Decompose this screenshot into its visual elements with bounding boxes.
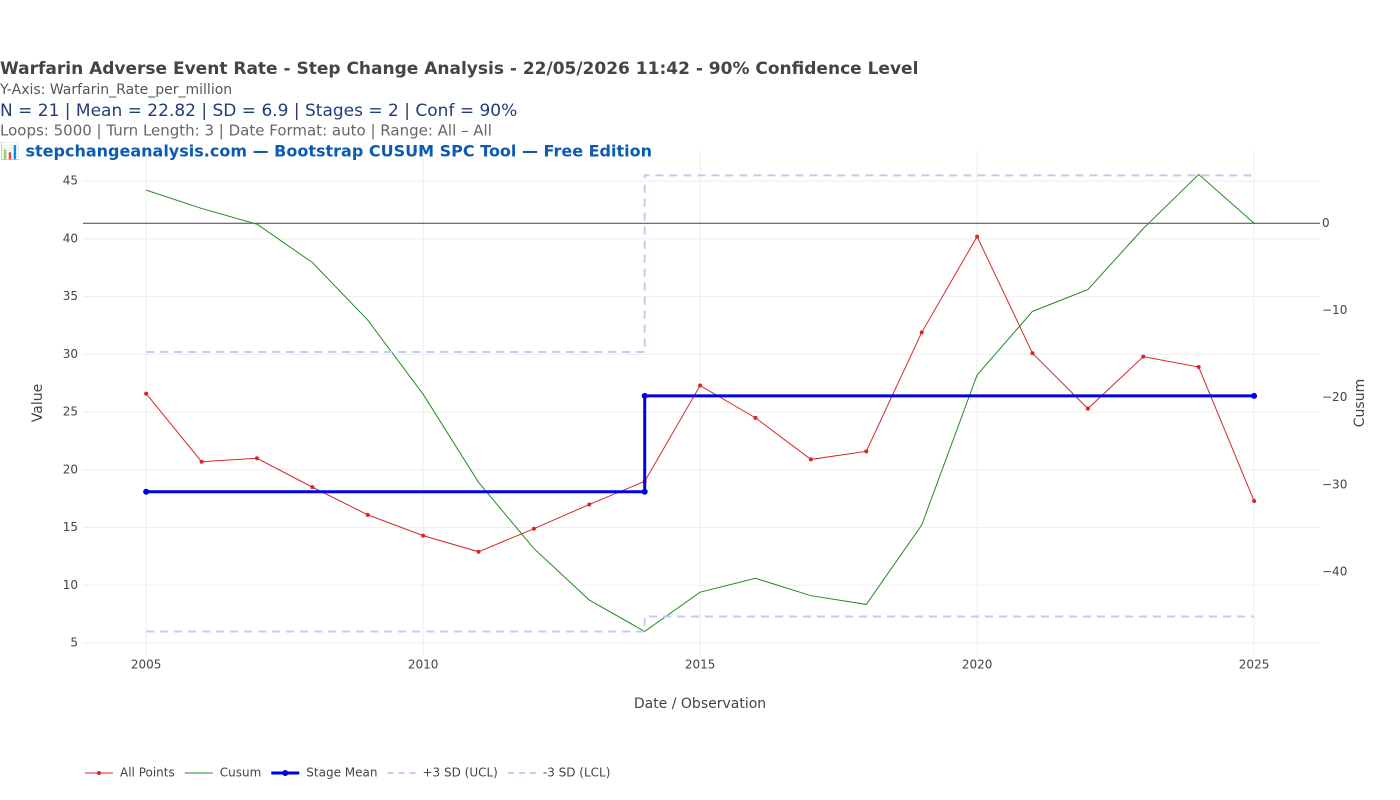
y2-tick-label: 0	[1322, 216, 1330, 230]
point	[531, 526, 536, 531]
point	[1252, 498, 1257, 503]
y-tick-label: 5	[70, 635, 78, 649]
point	[143, 488, 150, 495]
point	[1251, 392, 1258, 399]
point	[365, 512, 370, 517]
point	[254, 456, 259, 461]
y-tick-label: 10	[63, 578, 78, 592]
point	[421, 533, 426, 538]
point	[698, 383, 703, 388]
grid	[83, 150, 1320, 655]
legend-label: All Points	[120, 766, 175, 780]
y2-axis-label: Cusum	[1352, 379, 1368, 427]
y-axis-label: Value	[30, 384, 46, 422]
legend-label: Stage Mean	[306, 766, 377, 780]
point	[919, 330, 924, 335]
y-tick-label: 40	[63, 231, 78, 245]
y2-tick-label: −30	[1322, 477, 1347, 491]
y2-tick-label: −40	[1322, 565, 1347, 579]
x-tick-label: 2025	[1239, 658, 1270, 672]
y-tick-label: 20	[63, 462, 78, 476]
x-tick-label: 2010	[408, 658, 439, 672]
series-line	[145, 173, 1255, 633]
point	[975, 234, 980, 239]
series-line	[146, 615, 1255, 633]
point	[199, 459, 204, 464]
series-line	[146, 394, 1255, 494]
legend-marker	[97, 771, 101, 775]
point	[808, 457, 813, 462]
x-tick-label: 2020	[962, 658, 993, 672]
point	[1141, 354, 1146, 359]
y-tick-label: 25	[63, 405, 78, 419]
point	[1196, 365, 1201, 370]
point	[1085, 406, 1090, 411]
legend-label: -3 SD (LCL)	[543, 766, 611, 780]
legend-label: +3 SD (UCL)	[422, 766, 497, 780]
point	[144, 391, 149, 396]
legend-label: Cusum	[220, 766, 262, 780]
y-tick-label: 30	[63, 347, 78, 361]
point	[310, 485, 315, 490]
point	[641, 488, 648, 495]
point	[476, 549, 481, 554]
y2-tick-label: −20	[1322, 390, 1347, 404]
y-tick-label: 45	[63, 174, 78, 188]
settings-text: Loops: 5000 | Turn Length: 3 | Date Form…	[0, 122, 492, 140]
subtitle: Y-Axis: Warfarin_Rate_per_million	[0, 82, 232, 98]
y-tick-label: 15	[63, 520, 78, 534]
stats: N = 21 | Mean = 22.82 | SD = 6.9 | Stage…	[0, 101, 517, 121]
point	[1030, 351, 1035, 356]
legend-marker	[282, 770, 289, 776]
point	[753, 415, 758, 420]
point	[641, 392, 648, 399]
y-tick-label: 35	[63, 289, 78, 303]
point	[587, 502, 592, 507]
x-tick-label: 2015	[685, 658, 716, 672]
point	[864, 449, 869, 454]
y2-tick-label: −10	[1322, 303, 1347, 317]
x-tick-label: 2005	[131, 658, 162, 672]
source-link[interactable]: 📊 stepchangeanalysis.com — Bootstrap CUS…	[0, 142, 652, 161]
chart-title: Warfarin Adverse Event Rate - Step Chang…	[0, 59, 918, 79]
x-axis-label: Date / Observation	[634, 696, 766, 712]
